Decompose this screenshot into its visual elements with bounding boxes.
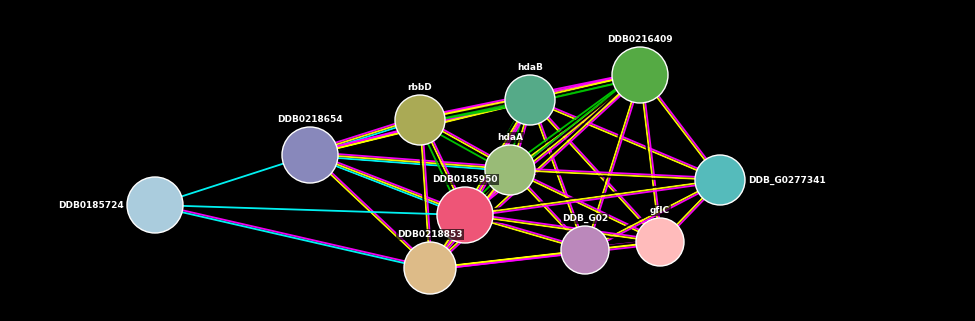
Text: DDB0218853: DDB0218853 xyxy=(397,230,463,239)
Circle shape xyxy=(636,218,684,266)
Text: DDB_G02: DDB_G02 xyxy=(562,214,608,223)
Text: hdaA: hdaA xyxy=(497,133,523,142)
Circle shape xyxy=(612,47,668,103)
Circle shape xyxy=(561,226,609,274)
Circle shape xyxy=(695,155,745,205)
Circle shape xyxy=(127,177,183,233)
Circle shape xyxy=(437,187,493,243)
Circle shape xyxy=(404,242,456,294)
Text: DDB0185950: DDB0185950 xyxy=(432,175,498,184)
Circle shape xyxy=(505,75,555,125)
Text: DDB_G0277341: DDB_G0277341 xyxy=(748,176,826,185)
Text: DDB0218654: DDB0218654 xyxy=(277,115,343,124)
Circle shape xyxy=(282,127,338,183)
Circle shape xyxy=(485,145,535,195)
Text: DDB0216409: DDB0216409 xyxy=(607,35,673,44)
Text: DDB0185724: DDB0185724 xyxy=(58,201,124,210)
Circle shape xyxy=(395,95,445,145)
Text: rbbD: rbbD xyxy=(408,83,432,92)
Text: hdaB: hdaB xyxy=(517,63,543,72)
Text: gflC: gflC xyxy=(650,206,670,215)
